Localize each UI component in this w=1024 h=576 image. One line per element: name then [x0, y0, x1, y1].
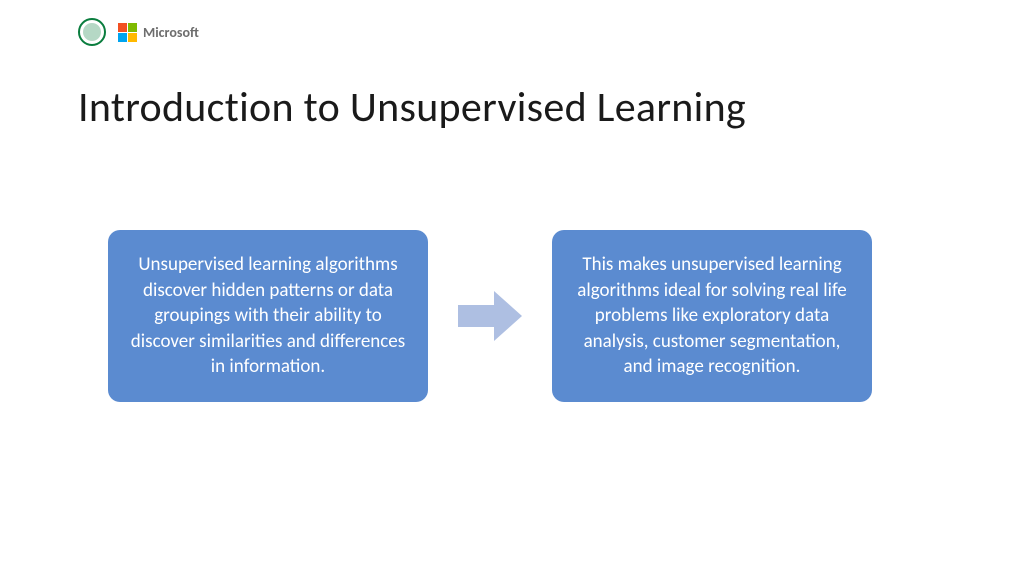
card-left: Unsupervised learning algorithms discove… [108, 230, 428, 402]
card-right: This makes unsupervised learning algorit… [552, 230, 872, 402]
institution-logo [78, 18, 106, 46]
card-right-text: This makes unsupervised learning algorit… [570, 252, 854, 380]
slide-title: Introduction to Unsupervised Learning [78, 82, 746, 133]
microsoft-logo: Microsoft [118, 23, 199, 42]
microsoft-label: Microsoft [143, 24, 199, 41]
logo-area: Microsoft [78, 18, 199, 46]
content-row: Unsupervised learning algorithms discove… [108, 230, 872, 402]
arrow-icon [458, 291, 522, 341]
microsoft-squares-icon [118, 23, 137, 42]
card-left-text: Unsupervised learning algorithms discove… [126, 252, 410, 380]
